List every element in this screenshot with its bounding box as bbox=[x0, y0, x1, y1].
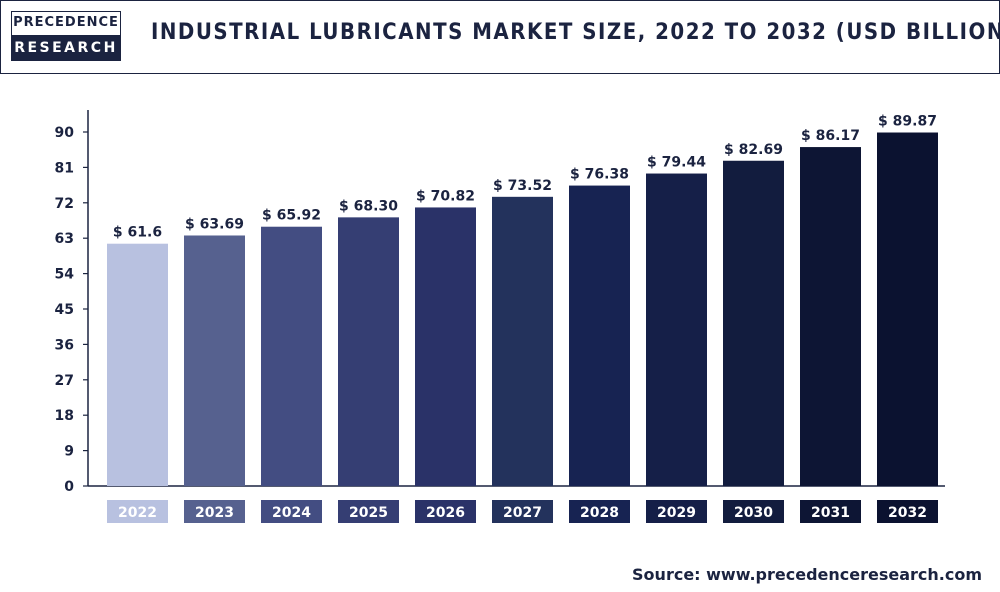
category-label-2023: 2023 bbox=[195, 505, 234, 521]
bar-2023 bbox=[184, 235, 245, 486]
brand-logo: PRECEDENCE RESEARCH bbox=[11, 11, 121, 61]
y-tick-label: 72 bbox=[55, 196, 74, 212]
y-tick-label: 0 bbox=[64, 479, 74, 495]
category-label-2025: 2025 bbox=[349, 505, 388, 521]
data-label-2025: $ 68.30 bbox=[339, 198, 398, 214]
category-label-2024: 2024 bbox=[272, 505, 311, 521]
data-label-2023: $ 63.69 bbox=[185, 216, 244, 232]
data-label-2031: $ 86.17 bbox=[801, 128, 860, 144]
bar-2022 bbox=[107, 243, 168, 486]
category-box-2026 bbox=[415, 500, 476, 523]
category-box-2024 bbox=[261, 500, 322, 523]
bar-2029 bbox=[646, 173, 707, 486]
category-box-2022 bbox=[107, 500, 168, 523]
category-label-2028: 2028 bbox=[580, 505, 619, 521]
data-label-2027: $ 73.52 bbox=[493, 178, 552, 194]
y-tick-label: 18 bbox=[55, 408, 74, 424]
chart-title: INDUSTRIAL LUBRICANTS MARKET SIZE, 2022 … bbox=[151, 20, 1000, 45]
source-note: Source: www.precedenceresearch.com bbox=[632, 565, 982, 584]
category-box-2032 bbox=[877, 500, 938, 523]
category-label-2031: 2031 bbox=[811, 505, 850, 521]
y-tick-label: 27 bbox=[55, 373, 74, 389]
category-label-2026: 2026 bbox=[426, 505, 465, 521]
y-tick-label: 90 bbox=[55, 125, 75, 141]
bar-2032 bbox=[877, 132, 938, 486]
category-box-2030 bbox=[723, 500, 784, 523]
data-label-2026: $ 70.82 bbox=[416, 188, 475, 204]
chart-header: PRECEDENCE RESEARCH INDUSTRIAL LUBRICANT… bbox=[1, 1, 1000, 75]
bar-2028 bbox=[569, 185, 630, 486]
bar-2027 bbox=[492, 196, 553, 486]
bar-2025 bbox=[338, 217, 399, 486]
data-label-2029: $ 79.44 bbox=[647, 155, 706, 171]
y-tick-label: 45 bbox=[55, 302, 74, 318]
bar-2030 bbox=[723, 160, 784, 486]
category-label-2027: 2027 bbox=[503, 505, 542, 521]
bar-chart: 0 9 18 27 36 45 54 63 72 81 90 $ 61.6 2022 $ 63.69 202… bbox=[55, 110, 945, 523]
y-tick-label: 9 bbox=[64, 444, 74, 460]
y-tick-label: 63 bbox=[55, 231, 74, 247]
category-box-2028 bbox=[569, 500, 630, 523]
data-label-2030: $ 82.69 bbox=[724, 142, 783, 158]
data-label-2024: $ 65.92 bbox=[262, 208, 321, 224]
bar-2031 bbox=[800, 147, 861, 486]
y-tick-label: 36 bbox=[55, 337, 74, 353]
data-label-2022: $ 61.6 bbox=[113, 225, 162, 241]
category-label-2029: 2029 bbox=[657, 505, 696, 521]
category-box-2029 bbox=[646, 500, 707, 523]
logo-line-2: RESEARCH bbox=[11, 36, 121, 61]
category-label-2022: 2022 bbox=[118, 505, 157, 521]
plot-area: 0 9 18 27 36 45 54 63 72 81 90 $ 61.6 2022 $ 63.69 202… bbox=[0, 74, 1000, 592]
data-label-2032: $ 89.87 bbox=[878, 114, 937, 130]
category-label-2032: 2032 bbox=[888, 505, 927, 521]
category-box-2025 bbox=[338, 500, 399, 523]
category-label-2030: 2030 bbox=[734, 505, 773, 521]
y-tick-label: 81 bbox=[55, 160, 74, 176]
bar-2026 bbox=[415, 207, 476, 486]
logo-line-1: PRECEDENCE bbox=[11, 11, 121, 36]
category-box-2031 bbox=[800, 500, 861, 523]
category-box-2027 bbox=[492, 500, 553, 523]
category-box-2023 bbox=[184, 500, 245, 523]
data-label-2028: $ 76.38 bbox=[570, 167, 629, 183]
bar-2024 bbox=[261, 226, 322, 486]
y-tick-label: 54 bbox=[55, 267, 75, 283]
